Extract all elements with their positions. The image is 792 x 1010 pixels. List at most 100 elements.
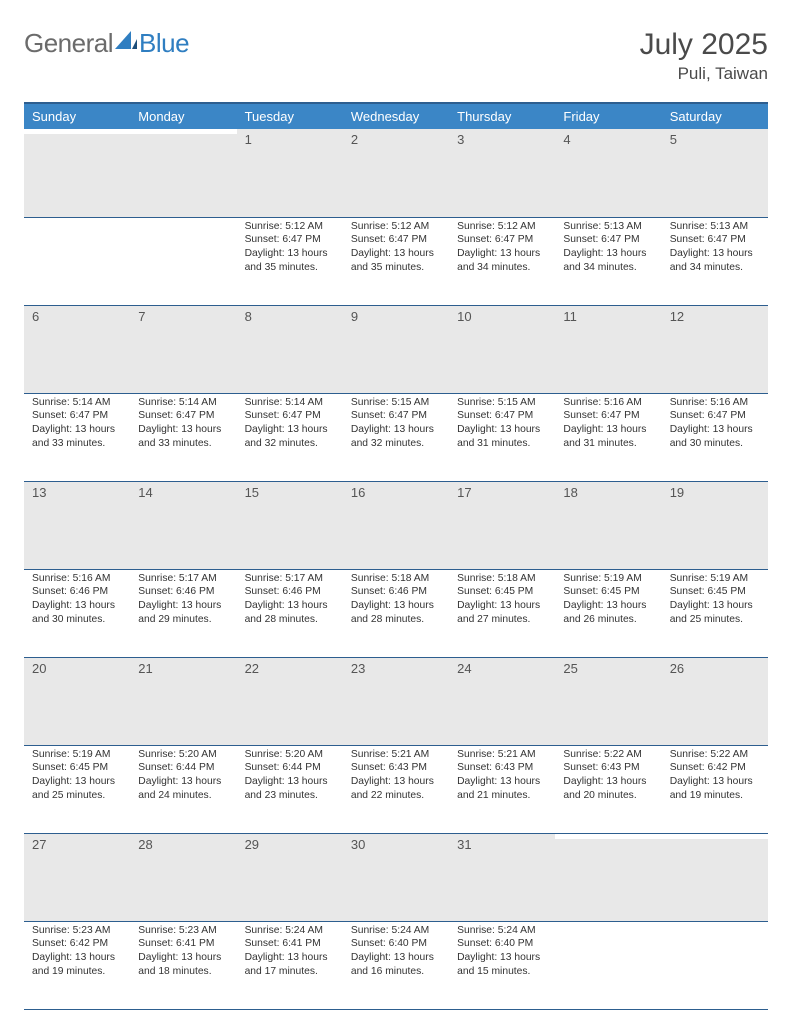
sunset-text: Sunset: 6:46 PM [245,585,335,599]
sunrise-text: Sunrise: 5:14 AM [245,396,335,410]
daylight-text-2: and 34 minutes. [457,261,547,275]
sunset-text: Sunset: 6:43 PM [563,761,653,775]
sunrise-text: Sunrise: 5:17 AM [245,572,335,586]
daylight-text-2: and 18 minutes. [138,965,228,979]
daylight-text-2: and 35 minutes. [245,261,335,275]
sunrise-text: Sunrise: 5:22 AM [563,748,653,762]
empty-cell [24,129,130,134]
sunset-text: Sunset: 6:42 PM [670,761,760,775]
header: General Blue July 2025 Puli, Taiwan [24,28,768,84]
day-cell: Sunrise: 5:22 AMSunset: 6:43 PMDaylight:… [555,745,661,833]
month-title: July 2025 [640,28,768,62]
daylight-text-2: and 20 minutes. [563,789,653,803]
daylight-text-2: and 29 minutes. [138,613,228,627]
day-number: 8 [237,306,343,326]
day-cell: Sunrise: 5:15 AMSunset: 6:47 PMDaylight:… [449,393,555,481]
sunrise-text: Sunrise: 5:15 AM [351,396,441,410]
day-number: 2 [343,129,449,149]
daylight-text-1: Daylight: 13 hours [351,423,441,437]
sunrise-text: Sunrise: 5:16 AM [563,396,653,410]
day-number: 17 [449,482,555,502]
day-cell: Sunrise: 5:23 AMSunset: 6:42 PMDaylight:… [24,921,130,1009]
sunset-text: Sunset: 6:46 PM [138,585,228,599]
daylight-text-1: Daylight: 13 hours [32,951,122,965]
day-number: 1 [237,129,343,149]
day-cell: Sunrise: 5:17 AMSunset: 6:46 PMDaylight:… [237,569,343,657]
daylight-text-2: and 22 minutes. [351,789,441,803]
daylight-text-2: and 26 minutes. [563,613,653,627]
sunrise-text: Sunrise: 5:15 AM [457,396,547,410]
sunrise-text: Sunrise: 5:12 AM [457,220,547,234]
daylight-text-1: Daylight: 13 hours [32,423,122,437]
brand-text-general: General [24,28,113,59]
day-cell: Sunrise: 5:13 AMSunset: 6:47 PMDaylight:… [555,217,661,305]
calendar-table: SundayMondayTuesdayWednesdayThursdayFrid… [24,102,768,1010]
empty-cell [555,921,661,1009]
daylight-text-2: and 27 minutes. [457,613,547,627]
day-cell: Sunrise: 5:12 AMSunset: 6:47 PMDaylight:… [449,217,555,305]
daylight-text-2: and 28 minutes. [351,613,441,627]
day-number: 10 [449,306,555,326]
day-number: 18 [555,482,661,502]
day-cell: Sunrise: 5:24 AMSunset: 6:40 PMDaylight:… [343,921,449,1009]
daylight-text-1: Daylight: 13 hours [245,599,335,613]
day-number: 27 [24,834,130,854]
day-number: 15 [237,482,343,502]
daylight-text-2: and 33 minutes. [138,437,228,451]
day-number: 22 [237,658,343,678]
daylight-text-1: Daylight: 13 hours [457,951,547,965]
sunset-text: Sunset: 6:46 PM [351,585,441,599]
daynum-row: 12345 [24,129,768,217]
daylight-text-1: Daylight: 13 hours [563,775,653,789]
day-number: 28 [130,834,236,854]
daynum-row: 13141516171819 [24,481,768,569]
daylight-text-1: Daylight: 13 hours [245,775,335,789]
sunset-text: Sunset: 6:46 PM [32,585,122,599]
daylight-text-1: Daylight: 13 hours [32,775,122,789]
daylight-text-1: Daylight: 13 hours [670,247,760,261]
day-cell: Sunrise: 5:14 AMSunset: 6:47 PMDaylight:… [24,393,130,481]
sunset-text: Sunset: 6:42 PM [32,937,122,951]
daylight-text-2: and 32 minutes. [351,437,441,451]
day-cell: Sunrise: 5:24 AMSunset: 6:41 PMDaylight:… [237,921,343,1009]
weekday-header: Saturday [662,103,768,129]
sunrise-text: Sunrise: 5:23 AM [32,924,122,938]
daylight-text-1: Daylight: 13 hours [457,423,547,437]
empty-cell [130,129,236,134]
day-cell: Sunrise: 5:21 AMSunset: 6:43 PMDaylight:… [449,745,555,833]
sunrise-text: Sunrise: 5:24 AM [245,924,335,938]
daylight-text-2: and 30 minutes. [32,613,122,627]
sunset-text: Sunset: 6:47 PM [563,233,653,247]
daylight-text-2: and 34 minutes. [670,261,760,275]
daylight-text-2: and 30 minutes. [670,437,760,451]
calendar-week-row: Sunrise: 5:23 AMSunset: 6:42 PMDaylight:… [24,921,768,1009]
daylight-text-1: Daylight: 13 hours [245,951,335,965]
day-number: 7 [130,306,236,326]
sunset-text: Sunset: 6:47 PM [138,409,228,423]
weekday-header: Wednesday [343,103,449,129]
sunrise-text: Sunrise: 5:20 AM [138,748,228,762]
day-number: 9 [343,306,449,326]
empty-cell [662,834,768,839]
day-cell: Sunrise: 5:19 AMSunset: 6:45 PMDaylight:… [24,745,130,833]
day-number: 21 [130,658,236,678]
daylight-text-1: Daylight: 13 hours [245,423,335,437]
sunset-text: Sunset: 6:45 PM [670,585,760,599]
sunrise-text: Sunrise: 5:19 AM [563,572,653,586]
daylight-text-1: Daylight: 13 hours [457,599,547,613]
day-number: 5 [662,129,768,149]
day-cell: Sunrise: 5:19 AMSunset: 6:45 PMDaylight:… [662,569,768,657]
daylight-text-1: Daylight: 13 hours [351,775,441,789]
sunset-text: Sunset: 6:47 PM [245,409,335,423]
title-block: July 2025 Puli, Taiwan [640,28,768,84]
calendar-week-row: Sunrise: 5:19 AMSunset: 6:45 PMDaylight:… [24,745,768,833]
daylight-text-1: Daylight: 13 hours [563,247,653,261]
sunrise-text: Sunrise: 5:12 AM [245,220,335,234]
day-number: 31 [449,834,555,854]
sunset-text: Sunset: 6:47 PM [245,233,335,247]
sunrise-text: Sunrise: 5:12 AM [351,220,441,234]
daylight-text-1: Daylight: 13 hours [138,599,228,613]
daylight-text-2: and 31 minutes. [563,437,653,451]
calendar-week-row: Sunrise: 5:14 AMSunset: 6:47 PMDaylight:… [24,393,768,481]
sunset-text: Sunset: 6:44 PM [245,761,335,775]
